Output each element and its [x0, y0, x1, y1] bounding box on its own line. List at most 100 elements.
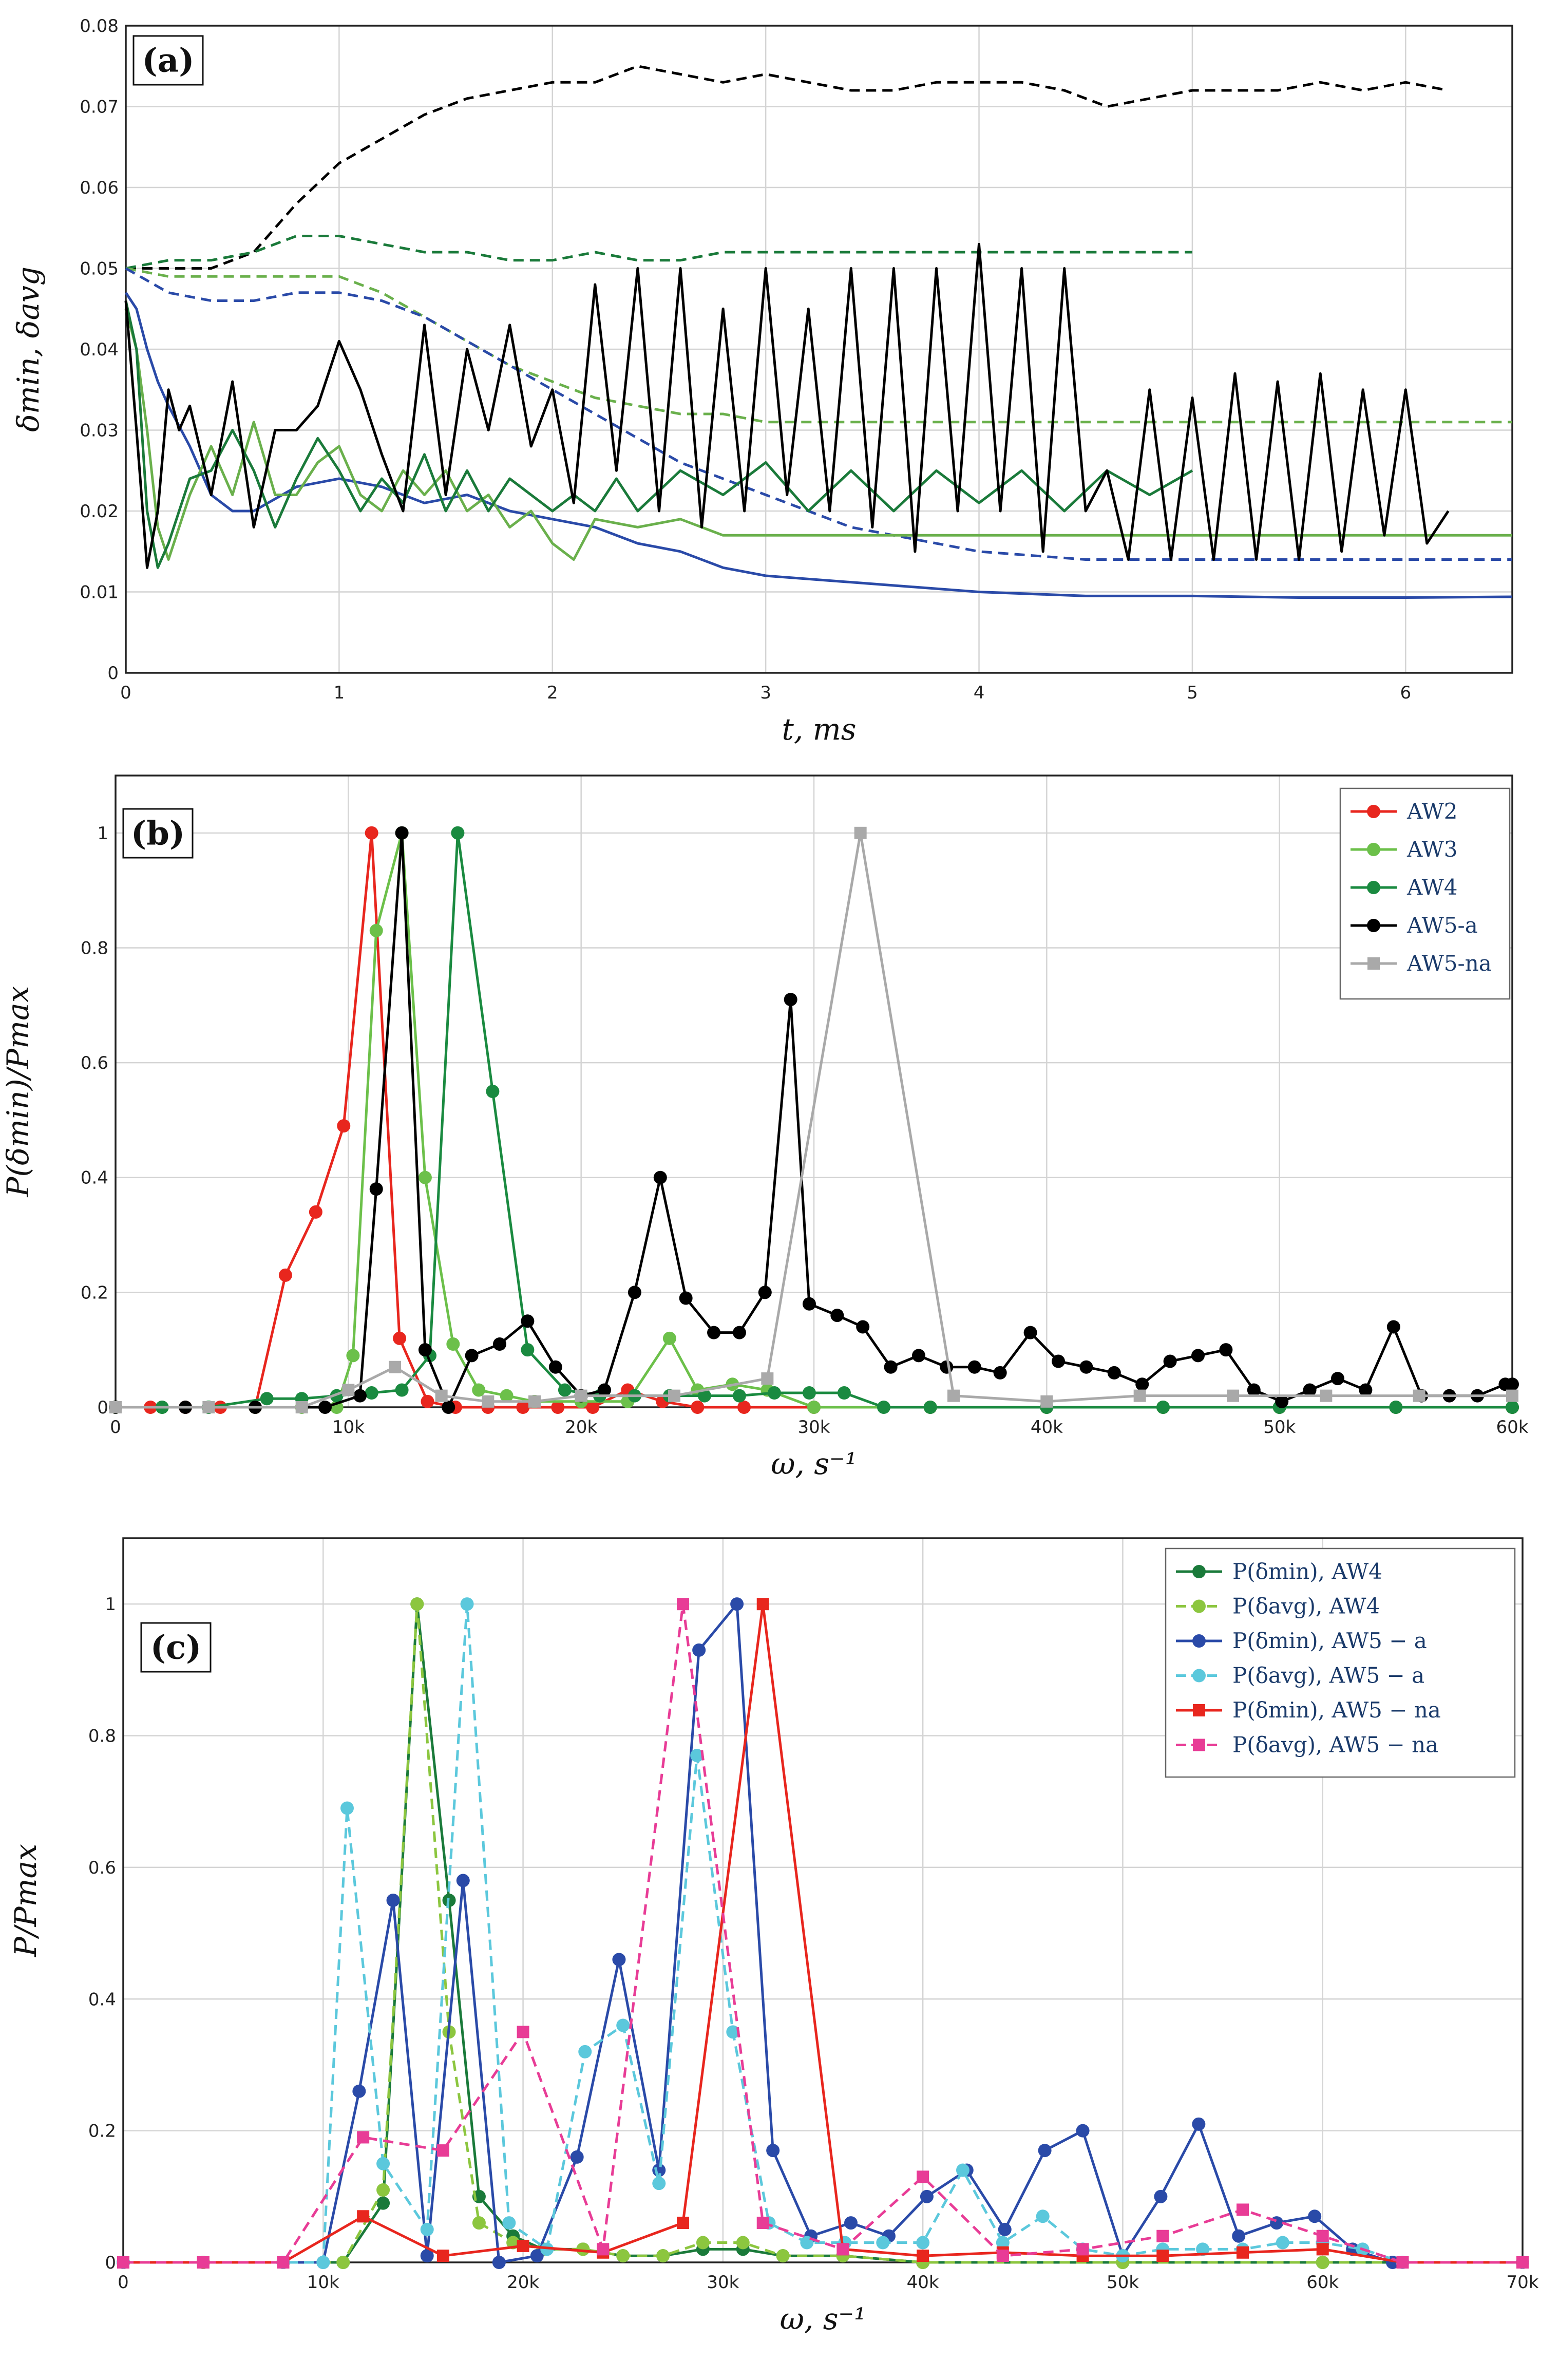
x-axis-label: t, ms	[782, 712, 857, 747]
data-point	[1196, 2242, 1210, 2256]
data-point	[916, 2236, 930, 2250]
data-point	[758, 1286, 772, 1299]
legend-label: AW2	[1406, 799, 1458, 824]
data-point	[677, 1598, 689, 1611]
x-tick-label: 10k	[332, 1417, 365, 1438]
data-point	[697, 1389, 711, 1403]
data-point	[1516, 2256, 1529, 2269]
data-point	[597, 2243, 610, 2256]
data-point	[1192, 2117, 1206, 2131]
legend-swatch-marker	[1193, 1704, 1205, 1716]
legend-swatch-marker	[1367, 881, 1380, 894]
data-point	[570, 2150, 584, 2164]
y-tick-label: 0.8	[81, 938, 108, 958]
data-point	[386, 1894, 400, 1907]
x-axis-label: ω, s⁻¹	[771, 1446, 857, 1481]
x-tick-label: 1	[334, 683, 345, 703]
data-point	[575, 1389, 587, 1402]
data-point	[1079, 1360, 1093, 1374]
x-tick-label: 6	[1400, 683, 1411, 703]
data-point	[732, 1326, 746, 1339]
y-tick-label: 0.8	[88, 1726, 116, 1747]
data-point	[726, 2025, 740, 2039]
data-point	[260, 1392, 274, 1406]
y-tick-label: 0.06	[80, 178, 119, 198]
data-point	[1156, 2230, 1169, 2242]
x-tick-label: 50k	[1263, 1417, 1296, 1438]
data-point	[492, 2256, 506, 2269]
x-tick-label: 0	[120, 683, 131, 703]
legend-swatch-marker	[1192, 1599, 1206, 1613]
y-tick-label: 1	[97, 823, 108, 844]
data-point	[540, 2242, 554, 2256]
data-point	[612, 1953, 626, 1967]
data-point	[830, 1309, 844, 1323]
data-point	[1038, 2144, 1052, 2158]
panel-label: (b)	[131, 815, 185, 853]
data-point	[1506, 1377, 1519, 1391]
data-point	[1320, 1389, 1333, 1402]
series-line-c-5	[123, 1602, 1523, 2264]
data-point	[947, 1389, 960, 1402]
data-point	[436, 2144, 449, 2157]
data-point	[1506, 1389, 1518, 1402]
x-tick-label: 30k	[798, 1417, 830, 1438]
data-point	[1219, 1343, 1233, 1357]
data-point	[732, 1389, 746, 1403]
data-point	[517, 2239, 529, 2252]
data-point	[1191, 1349, 1205, 1363]
data-point	[967, 1360, 981, 1374]
data-point	[528, 1395, 541, 1408]
data-point	[436, 2250, 449, 2262]
data-point	[109, 1401, 122, 1413]
legend-swatch-marker	[1367, 957, 1380, 970]
x-tick-label: 20k	[565, 1417, 597, 1438]
data-point	[446, 1337, 460, 1351]
data-point	[1331, 1372, 1344, 1386]
data-point	[1413, 1389, 1425, 1402]
data-point	[277, 2256, 290, 2269]
x-tick-label: 10k	[307, 2272, 339, 2293]
legend-swatch-marker	[1367, 805, 1380, 818]
y-tick-label: 0.07	[80, 97, 119, 118]
data-point	[1076, 2243, 1089, 2256]
x-tick-label: 0	[118, 2272, 129, 2293]
data-point	[576, 2242, 590, 2256]
data-point	[117, 2256, 129, 2269]
data-point	[365, 1386, 378, 1400]
data-point	[318, 1401, 332, 1414]
legend-label: P(δavg), AW5 − na	[1232, 1732, 1438, 1758]
data-point	[420, 2249, 434, 2263]
legend-swatch-marker	[1367, 919, 1380, 932]
series-line-c-1	[123, 1602, 1523, 2264]
data-point	[652, 2177, 666, 2190]
data-point	[1023, 1326, 1037, 1339]
data-point	[521, 1343, 535, 1357]
y-tick-label: 0.2	[81, 1282, 108, 1303]
data-point	[1036, 2209, 1050, 2223]
y-axis-label: δmin, δavg	[11, 267, 46, 432]
y-tick-label: 0.2	[88, 2121, 116, 2142]
data-point	[357, 2131, 370, 2144]
data-point	[877, 1401, 890, 1414]
x-tick-label: 20k	[507, 2272, 539, 2293]
data-point	[197, 2256, 210, 2269]
x-tick-label: 30k	[707, 2272, 739, 2293]
x-tick-label: 50k	[1107, 2272, 1139, 2293]
panel-label: (a)	[142, 42, 194, 80]
panel-label-box	[122, 808, 194, 859]
x-tick-label: 5	[1187, 683, 1198, 703]
data-point	[586, 1401, 600, 1414]
data-point	[616, 2018, 630, 2032]
data-point	[342, 1384, 355, 1396]
data-point	[460, 1597, 474, 1611]
data-point	[912, 1349, 925, 1363]
data-point	[295, 1401, 308, 1413]
y-tick-label: 0.04	[80, 339, 119, 360]
y-tick-label: 0.05	[80, 259, 119, 279]
data-point	[309, 1205, 322, 1219]
data-point	[202, 1401, 215, 1413]
data-point	[807, 1401, 821, 1414]
legend-swatch-marker	[1193, 1739, 1205, 1751]
data-point	[1156, 2250, 1169, 2262]
